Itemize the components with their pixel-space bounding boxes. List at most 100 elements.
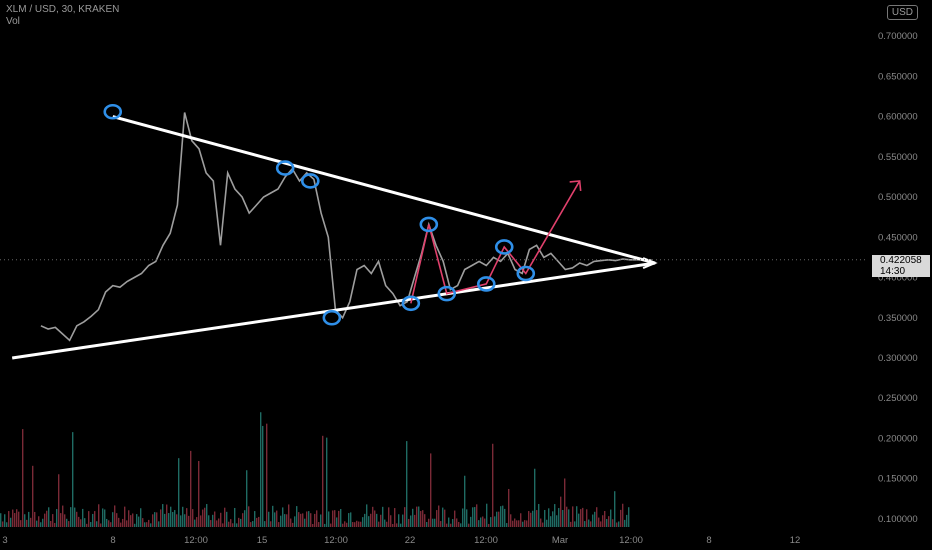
volume-bar xyxy=(18,511,20,527)
volume-bar xyxy=(554,504,556,527)
volume-bar xyxy=(10,517,12,527)
volume-bar xyxy=(86,523,88,527)
volume-bar xyxy=(262,425,264,527)
volume-bar xyxy=(466,509,468,527)
volume-bar xyxy=(116,513,118,527)
volume-bar xyxy=(368,516,370,527)
volume-bar xyxy=(132,513,134,527)
volume-bar xyxy=(72,432,74,527)
volume-bar xyxy=(520,513,522,527)
volume-bar xyxy=(384,519,386,527)
volume-bar xyxy=(470,516,472,527)
volume-bar xyxy=(490,517,492,527)
volume-bar xyxy=(570,521,572,527)
symbol-line: XLM / USD, 30, KRAKEN xyxy=(6,4,120,15)
volume-bar xyxy=(96,521,98,527)
volume-bar xyxy=(550,516,552,527)
volume-bar xyxy=(592,514,594,527)
volume-bar xyxy=(182,506,184,527)
volume-bar xyxy=(48,507,50,527)
volume-bar xyxy=(516,520,518,527)
volume-bar xyxy=(582,507,584,527)
volume-bar xyxy=(94,511,96,527)
volume-bar xyxy=(598,517,600,527)
volume-bar xyxy=(156,512,158,527)
volume-bar xyxy=(496,511,498,527)
volume-bar xyxy=(282,507,284,527)
volume-bar xyxy=(106,518,108,527)
volume-bar xyxy=(8,511,10,527)
volume-bar xyxy=(392,523,394,527)
volume-bar xyxy=(38,516,40,527)
volume-bar xyxy=(508,488,510,527)
volume-bar xyxy=(544,509,546,527)
volume-bar xyxy=(596,507,598,527)
volume-bar xyxy=(452,519,454,527)
volume-bar xyxy=(552,511,554,527)
volume-bar xyxy=(214,511,216,527)
volume-bar xyxy=(390,515,392,527)
volume-bar xyxy=(426,522,428,527)
volume-bar xyxy=(432,518,434,527)
volume-bar xyxy=(624,519,626,527)
volume-bar xyxy=(238,517,240,527)
volume-bar xyxy=(130,515,132,527)
volume-bar xyxy=(56,509,58,527)
volume-bar xyxy=(456,518,458,527)
y-tick-label: 0.650000 xyxy=(878,71,918,82)
volume-bar xyxy=(302,513,304,527)
volume-bar xyxy=(274,512,276,527)
volume-bar xyxy=(218,518,220,527)
volume-bar xyxy=(534,468,536,527)
projection-path xyxy=(410,180,581,304)
volume-bar xyxy=(486,503,488,527)
projection-arrowhead xyxy=(569,180,582,192)
volume-bar xyxy=(296,506,298,527)
volume-bar xyxy=(160,509,162,527)
volume-bar xyxy=(522,521,524,527)
volume-bar xyxy=(82,508,84,527)
volume-bar xyxy=(292,522,294,527)
volume-bar xyxy=(140,508,142,527)
pivot-marker xyxy=(476,276,496,292)
volume-bar xyxy=(300,513,302,527)
y-tick-label: 0.100000 xyxy=(878,514,918,525)
volume-bar xyxy=(480,517,482,527)
volume-bar xyxy=(162,504,164,527)
volume-bar xyxy=(80,519,82,527)
volume-bar xyxy=(276,510,278,527)
x-tick-label: 15 xyxy=(257,535,268,546)
volume-bar xyxy=(200,515,202,527)
volume-bar xyxy=(44,513,46,527)
volume-bar xyxy=(320,514,322,527)
bar-countdown: 14:30 xyxy=(880,266,906,277)
volume-bar xyxy=(306,511,308,527)
volume-bar xyxy=(304,518,306,527)
volume-bar xyxy=(488,523,490,527)
volume-bar xyxy=(372,506,374,527)
volume-bar xyxy=(540,518,542,527)
volume-bar xyxy=(64,514,66,527)
pivot-marker xyxy=(516,265,536,282)
volume-bar xyxy=(626,514,628,527)
currency-button[interactable]: USD xyxy=(886,5,918,20)
price-line xyxy=(40,112,652,342)
volume-bar xyxy=(454,510,456,527)
volume-bar xyxy=(24,514,26,527)
y-tick-label: 0.250000 xyxy=(878,393,918,404)
volume-bar xyxy=(538,503,540,527)
volume-bar xyxy=(502,505,504,527)
pivot-marker xyxy=(419,216,439,233)
volume-bar xyxy=(34,511,36,527)
volume-bar xyxy=(308,511,310,527)
volume-bar xyxy=(396,523,398,527)
volume-bar xyxy=(112,512,114,527)
volume-bar xyxy=(124,506,126,527)
volume-bar xyxy=(354,522,356,527)
volume-bar xyxy=(290,518,292,527)
volume-bar xyxy=(528,511,530,527)
volume-bar xyxy=(58,474,60,527)
volume-bar xyxy=(574,521,576,527)
volume-bar xyxy=(532,510,534,527)
